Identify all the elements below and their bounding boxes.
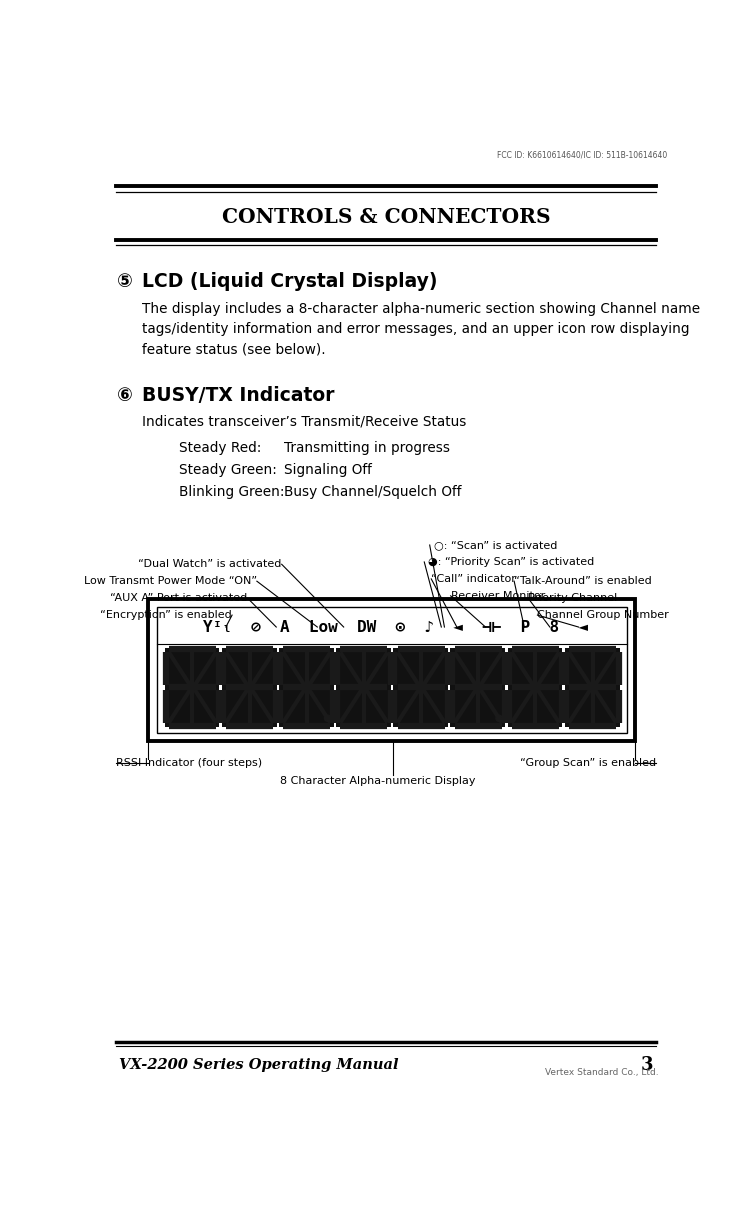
Text: Low Transmt Power Mode “ON”: Low Transmt Power Mode “ON” [84,576,257,586]
Text: Receiver Monitor: Receiver Monitor [450,591,545,600]
Text: ○: “Scan” is activated: ○: “Scan” is activated [434,540,557,551]
Text: Blinking Green:: Blinking Green: [179,485,285,499]
Text: VX-2200 Series Operating Manual: VX-2200 Series Operating Manual [119,1057,398,1072]
Bar [565,648,620,727]
Text: tags/identity information and error messages, and an upper icon row displaying: tags/identity information and error mess… [142,322,690,336]
Text: BUSY/TX Indicator: BUSY/TX Indicator [142,386,334,406]
Text: CONTROLS & CONNECTORS: CONTROLS & CONNECTORS [221,207,550,227]
Text: Channel Group Number: Channel Group Number [538,610,669,620]
Text: “Dual Watch” is activated: “Dual Watch” is activated [139,559,282,569]
Circle shape [496,715,502,721]
Bar [148,599,635,742]
Text: Transmitting in progress: Transmitting in progress [284,441,450,456]
Text: 3: 3 [640,1056,653,1074]
Text: Vertex Standard Co., Ltd.: Vertex Standard Co., Ltd. [544,1068,658,1077]
Bar [508,648,562,727]
Circle shape [325,715,331,721]
Text: Busy Channel/Squelch Off: Busy Channel/Squelch Off [284,485,462,499]
Text: FCC ID: K6610614640/IC ID: 511B-10614640: FCC ID: K6610614640/IC ID: 511B-10614640 [498,151,668,160]
Text: RSSI Indicator (four steps): RSSI Indicator (four steps) [116,758,262,767]
Text: Indicates transceiver’s Transmit/Receive Status: Indicates transceiver’s Transmit/Receive… [142,414,467,429]
Text: 8 Character Alpha-numeric Display: 8 Character Alpha-numeric Display [280,776,476,787]
Text: Steady Red:: Steady Red: [179,441,262,456]
Text: “Talk-Around” is enabled: “Talk-Around” is enabled [514,576,652,586]
Bar [157,608,626,733]
Bar [450,648,505,727]
Text: Yᴵₗ  ⊘  A  Low  DW  ⊙  ♪  ◄  ⊣⊢  P  8  ◄: Yᴵₗ ⊘ A Low DW ⊙ ♪ ◄ ⊣⊢ P 8 ◄ [203,620,588,635]
Text: “AUX A” Port is activated: “AUX A” Port is activated [111,593,248,603]
Text: “Encryption” is enabled: “Encryption” is enabled [100,610,232,620]
Bar [393,648,448,727]
Text: “Group Scan” is enabled: “Group Scan” is enabled [520,758,656,767]
Text: ⑥: ⑥ [117,386,133,406]
Bar [222,648,276,727]
Bar [279,648,334,727]
Text: ⑤: ⑤ [117,273,133,291]
Text: Priority Channel: Priority Channel [528,593,617,603]
Text: ◕: “Priority Scan” is activated: ◕: “Priority Scan” is activated [428,557,594,566]
Bar [336,648,391,727]
Text: feature status (see below).: feature status (see below). [142,342,326,357]
Text: Steady Green:: Steady Green: [179,463,277,477]
Text: Signaling Off: Signaling Off [284,463,372,477]
Bar [165,648,219,727]
Text: LCD (Liquid Crystal Display): LCD (Liquid Crystal Display) [142,273,437,291]
Text: The display includes a 8-character alpha-numeric section showing Channel name: The display includes a 8-character alpha… [142,302,700,315]
Text: “Call” indicator: “Call” indicator [431,574,516,583]
